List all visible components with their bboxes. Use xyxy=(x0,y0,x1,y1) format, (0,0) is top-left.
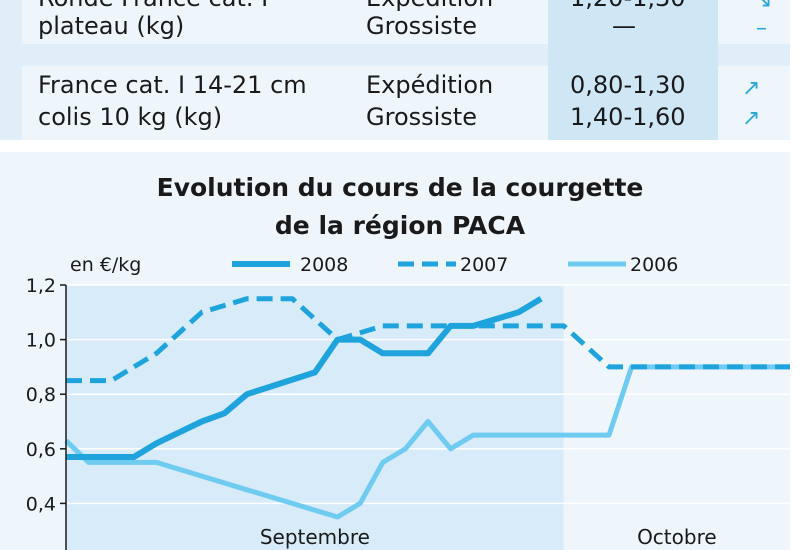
product-line: plateau (kg) xyxy=(38,12,185,40)
legend-label-2007: 2007 xyxy=(460,254,508,276)
y-tick-label: 0,4 xyxy=(26,493,56,515)
product-line: France cat. I 14-21 cm xyxy=(38,71,307,99)
plot-background-septembre xyxy=(66,285,564,550)
month-label: Octobre xyxy=(637,525,717,549)
month-labels: Septembre Octobre xyxy=(260,525,717,549)
product-line: colis 10 kg (kg) xyxy=(38,103,223,131)
chart-title-line-2: de la région PACA xyxy=(275,211,526,240)
plot-background-octobre xyxy=(563,285,790,550)
series-line-2008 xyxy=(66,296,543,460)
price-value: — xyxy=(612,12,636,40)
y-tick-label: 1,0 xyxy=(26,330,56,352)
series-line-2007 xyxy=(66,296,790,384)
month-label: Septembre xyxy=(260,525,370,549)
price-value: 1,40-1,60 xyxy=(570,103,686,131)
y-axis-label: en €/kg xyxy=(70,254,141,276)
price-value: 0,80-1,30 xyxy=(570,71,686,99)
y-tick-labels: 0,2 0,4 0,6 0,8 1,0 1,2 xyxy=(26,275,66,550)
price-value: 1,20-1,30 xyxy=(570,0,686,15)
dash-icon: – xyxy=(756,16,767,41)
price-column xyxy=(548,0,718,140)
y-tick-label: 0,2 xyxy=(26,548,56,550)
series-lines xyxy=(64,296,790,520)
stage-label: Grossiste xyxy=(366,12,477,40)
stage-label: Expédition xyxy=(366,71,494,99)
y-tick-label: 0,8 xyxy=(26,384,56,406)
arrow-up-right-icon: ↗ xyxy=(742,76,761,101)
stage-label: Expédition xyxy=(366,0,493,15)
product-line: Ronde France cat. I xyxy=(38,0,268,15)
y-tick-label: 0,6 xyxy=(26,439,56,461)
arrow-down-right-icon: ↘ xyxy=(754,0,773,13)
stage-label: Grossiste xyxy=(366,103,477,131)
legend: 2008 2007 2006 xyxy=(232,254,678,276)
arrow-up-right-icon: ↗ xyxy=(742,106,761,131)
legend-label-2008: 2008 xyxy=(300,254,348,276)
y-grid xyxy=(66,284,790,505)
y-tick-label: 1,2 xyxy=(26,275,56,297)
chart-title-line-1: Evolution du cours de la courgette xyxy=(157,173,644,202)
legend-label-2006: 2006 xyxy=(630,254,678,276)
price-table: Ronde France cat. I plateau (kg) Expédit… xyxy=(0,0,790,140)
